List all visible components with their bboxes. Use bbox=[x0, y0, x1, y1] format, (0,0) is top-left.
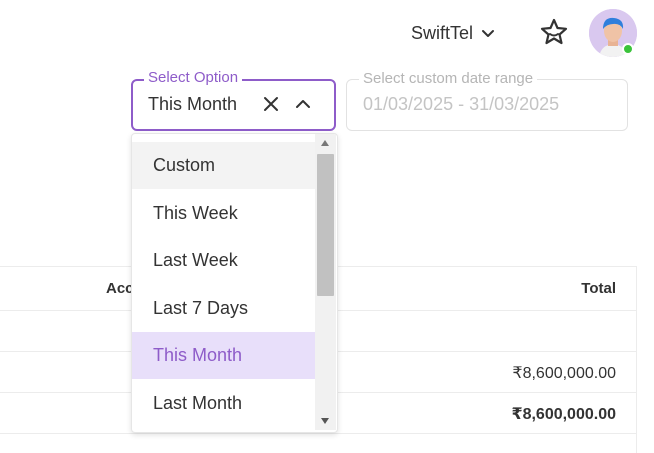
option-custom[interactable]: Custom bbox=[132, 142, 315, 189]
header-total: Total bbox=[581, 280, 616, 297]
chevron-down-icon bbox=[482, 30, 495, 37]
scroll-down-arrow-icon[interactable] bbox=[321, 418, 329, 424]
select-value: This Month bbox=[148, 94, 238, 114]
table-total-row: ₹8,600,000.00 bbox=[0, 393, 636, 434]
grand-total: ₹8,600,000.00 bbox=[511, 406, 616, 423]
option-last-7-days[interactable]: Last 7 Days bbox=[153, 298, 249, 318]
org-name: SwiftTel bbox=[411, 22, 474, 43]
scroll-up-arrow-icon[interactable] bbox=[321, 140, 329, 146]
scrollbar-thumb[interactable] bbox=[317, 154, 334, 296]
option-last-week[interactable]: Last Week bbox=[153, 250, 238, 270]
date-range-value: 01/03/2025 - 31/03/2025 bbox=[363, 94, 560, 114]
chevron-up-icon[interactable] bbox=[295, 97, 311, 111]
period-dropdown-menu: Custom This Week Last Week Last 7 Days T… bbox=[131, 133, 338, 433]
header-account: Acc bbox=[106, 280, 134, 297]
dropdown-scrollbar[interactable] bbox=[315, 134, 336, 430]
org-switcher[interactable]: SwiftTel bbox=[411, 20, 495, 46]
online-status-indicator bbox=[622, 43, 634, 55]
select-label: Select Option bbox=[144, 69, 243, 87]
option-this-week[interactable]: This Week bbox=[153, 203, 238, 223]
avatar[interactable] bbox=[589, 9, 637, 57]
close-icon[interactable] bbox=[262, 95, 280, 113]
date-range-label: Select custom date range bbox=[359, 70, 538, 88]
favorite-star-icon[interactable] bbox=[539, 17, 569, 47]
option-this-month[interactable]: This Month bbox=[132, 332, 315, 379]
option-last-month[interactable]: Last Month bbox=[153, 393, 243, 413]
row-total: ₹8,600,000.00 bbox=[512, 365, 616, 382]
